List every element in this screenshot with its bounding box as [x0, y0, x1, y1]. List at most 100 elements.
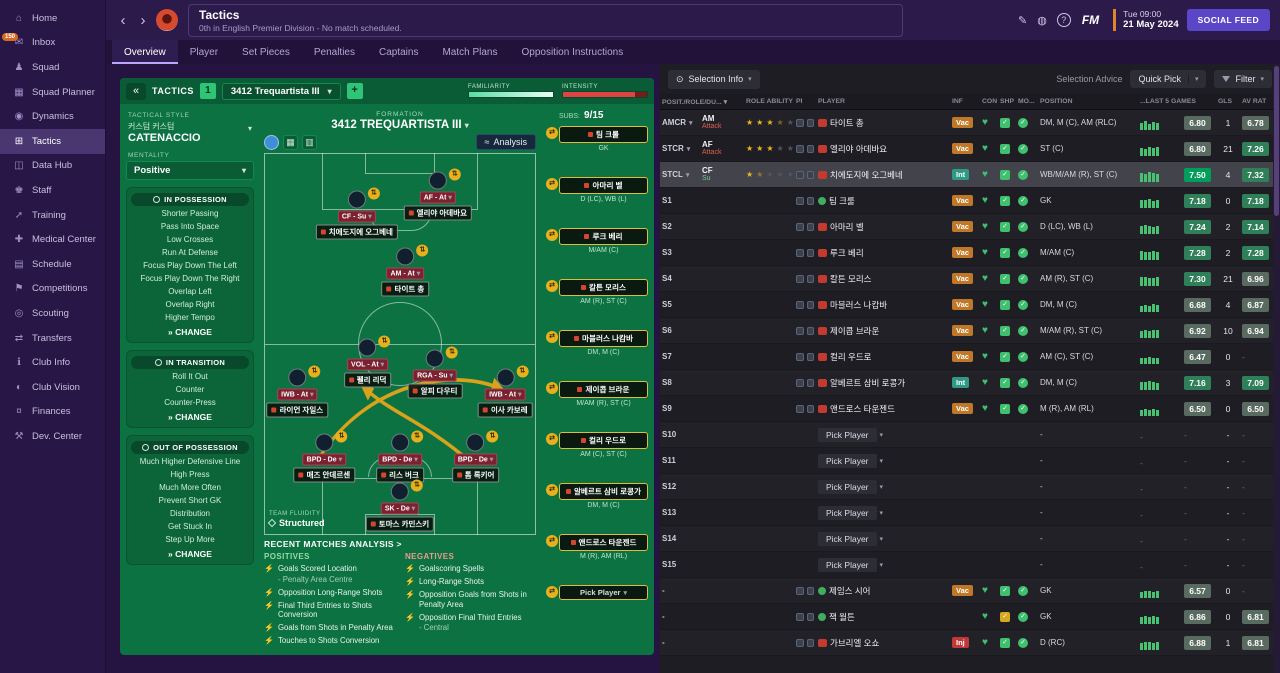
- player-name-chip[interactable]: 라이언 자일스: [266, 402, 329, 418]
- pick-player-dropdown[interactable]: Pick Player ▾: [816, 505, 950, 520]
- formation-name-dropdown[interactable]: 3412 TREQUARTISTA III ▾: [331, 119, 469, 131]
- role-chip[interactable]: BPD - De ▾: [378, 453, 422, 466]
- sub-name-chip[interactable]: 팀 크룰: [559, 126, 648, 143]
- column-header[interactable]: PI: [796, 98, 803, 105]
- tab-opposition-instructions[interactable]: Opposition Instructions: [521, 46, 624, 58]
- sidebar-item-transfers[interactable]: ⇄ Transfers: [0, 326, 105, 351]
- player-name-chip[interactable]: 엘리야 아데바요: [403, 205, 472, 221]
- column-header[interactable]: SHP: [1000, 98, 1014, 105]
- club-badge-icon[interactable]: [156, 9, 178, 31]
- sidebar-item-squad-planner[interactable]: ▦ Squad Planner: [0, 80, 105, 105]
- sidebar-item-club-vision[interactable]: ◐ Club Vision: [0, 375, 105, 400]
- player-kit-icon[interactable]: ⇅: [466, 430, 499, 452]
- sidebar-item-schedule[interactable]: ▤ Schedule: [0, 252, 105, 277]
- tactical-style-dropdown[interactable]: TACTICAL STYLE 커스텀 커스텀 CATENACCIO ▾: [126, 110, 254, 148]
- change-button[interactable]: » CHANGE: [168, 412, 212, 422]
- analysis-title[interactable]: RECENT MATCHES ANALYSIS >: [264, 539, 402, 549]
- role-chip[interactable]: VOL - At ▾: [347, 358, 389, 371]
- social-feed-button[interactable]: SOCIAL FEED: [1186, 9, 1270, 31]
- player-kit-icon[interactable]: ⇅: [358, 335, 391, 357]
- player-name[interactable]: 칼튼 모리스: [816, 273, 950, 285]
- swap-icon[interactable]: ⇅: [411, 430, 423, 443]
- tactic-preset-dropdown[interactable]: 3412 Trequartista III ▾: [221, 82, 341, 100]
- pick-player-dropdown[interactable]: Pick Player ▾: [816, 479, 950, 494]
- squad-row[interactable]: S9 앤드로스 타운젠드 Vac ♥ ✓ ✓ M (R), AM (RL) 6.50 0 6.50: [660, 396, 1273, 422]
- pick-player-dropdown[interactable]: Pick Player ▾: [559, 585, 648, 600]
- nav-forward-icon[interactable]: ›: [140, 11, 146, 29]
- chart-view-icon[interactable]: ▦: [283, 134, 298, 150]
- squad-row[interactable]: S4 칼튼 모리스 Vac ♥ ✓ ✓ AM (R), ST (C) 7.30 21 6.96: [660, 266, 1273, 292]
- player-kit-icon[interactable]: ⇅: [426, 346, 459, 368]
- swap-icon[interactable]: ⇅: [516, 365, 529, 378]
- kit-view-icon[interactable]: [264, 134, 279, 150]
- player-kit-icon[interactable]: ⇅: [496, 365, 529, 387]
- sub-name-chip[interactable]: 알베르트 삼비 로콩가: [559, 483, 648, 500]
- sidebar-item-medical-center[interactable]: ✚ Medical Center: [0, 227, 105, 252]
- sidebar-item-finances[interactable]: ¤ Finances: [0, 400, 105, 425]
- role-chip[interactable]: CF - Su ▾: [337, 210, 376, 223]
- sub-name-chip[interactable]: 제이콥 브라운: [559, 381, 648, 398]
- squad-row[interactable]: S12 Pick Player ▾ - - - - -: [660, 474, 1273, 500]
- column-header[interactable]: AV RAT: [1242, 98, 1267, 105]
- player-name[interactable]: 잭 월튼: [816, 611, 950, 623]
- swap-icon[interactable]: ⇄: [546, 586, 558, 598]
- squad-row[interactable]: S2 아마리 벨 Vac ♥ ✓ ✓ D (LC), WB (L) 7.24 2 7.14: [660, 214, 1273, 240]
- swap-icon[interactable]: ⇅: [367, 187, 380, 200]
- column-header[interactable]: ROLE ABILITY: [746, 98, 793, 105]
- player-name[interactable]: 컬리 우드로: [816, 351, 950, 363]
- squad-row[interactable]: - 가브리엘 오쇼 Inj ♥ ✓ ✓ D (RC) 6.88 1 6.81: [660, 630, 1273, 656]
- sub-name-chip[interactable]: 아마리 벨: [559, 177, 648, 194]
- squad-row[interactable]: S13 Pick Player ▾ - - - - -: [660, 500, 1273, 526]
- role-duty-cell[interactable]: AM Attack: [702, 114, 722, 130]
- add-tactic-button[interactable]: +: [346, 83, 363, 99]
- role-duty-cell[interactable]: AF Attack: [702, 140, 722, 156]
- player-name-chip[interactable]: 토마스 카민스키: [365, 516, 435, 532]
- player-kit-icon[interactable]: ⇅: [396, 244, 429, 266]
- squad-row[interactable]: S5 마블러스 나캄바 Vac ♥ ✓ ✓ DM, M (C) 6.68 4 6.87: [660, 292, 1273, 318]
- swap-icon[interactable]: ⇄: [546, 433, 558, 445]
- player-name[interactable]: 루크 베리: [816, 247, 950, 259]
- mentality-dropdown[interactable]: Positive ▾: [126, 161, 254, 180]
- position-code[interactable]: STCR ▾: [662, 144, 691, 153]
- pick-player-dropdown[interactable]: Pick Player ▾: [816, 531, 950, 546]
- swap-icon[interactable]: ⇄: [546, 484, 558, 496]
- column-header[interactable]: ...LAST 5 GAMES: [1140, 98, 1196, 105]
- sidebar-item-home[interactable]: ⌂ Home: [0, 6, 105, 31]
- sidebar-item-training[interactable]: ➚ Training: [0, 203, 105, 228]
- player-name-chip[interactable]: 톰 록키어: [451, 467, 500, 483]
- squad-row[interactable]: S15 Pick Player ▾ - - - - -: [660, 552, 1273, 578]
- quick-pick-button[interactable]: Quick Pick ▾: [1130, 70, 1207, 88]
- column-header[interactable]: PLAYER: [818, 98, 845, 105]
- squad-row[interactable]: S3 루크 베리 Vac ♥ ✓ ✓ M/AM (C) 7.28 2 7.28: [660, 240, 1273, 266]
- sidebar-item-scouting[interactable]: ◎ Scouting: [0, 301, 105, 326]
- tab-overview[interactable]: Overview: [112, 40, 178, 64]
- player-kit-icon[interactable]: ⇅: [390, 479, 423, 501]
- column-header[interactable]: POSIT./ROLE/DU... ▾: [662, 98, 728, 106]
- collapse-button[interactable]: «: [126, 82, 146, 100]
- player-kit-icon[interactable]: ⇅: [288, 365, 321, 387]
- sidebar-item-squad[interactable]: ♟ Squad: [0, 55, 105, 80]
- tab-penalties[interactable]: Penalties: [313, 46, 355, 58]
- sidebar-item-inbox[interactable]: ✉ Inbox 150: [0, 31, 105, 56]
- column-header[interactable]: MO...: [1018, 98, 1035, 105]
- selection-info-dropdown[interactable]: ⊙ Selection Info ▾: [668, 69, 760, 89]
- sub-name-chip[interactable]: 컬리 우드로: [559, 432, 648, 449]
- squad-row[interactable]: - 제임스 시어 Vac ♥ ✓ ✓ GK 6.57 0-: [660, 578, 1273, 604]
- squad-row[interactable]: S6 제이콥 브라운 Vac ♥ ✓ ✓ M/AM (R), ST (C) 6.92 10 6.9…: [660, 318, 1273, 344]
- edit-icon[interactable]: ✎: [1017, 14, 1028, 27]
- player-name[interactable]: 치에도지에 오그베네: [816, 169, 950, 181]
- role-chip[interactable]: AF - At ▾: [419, 191, 456, 204]
- role-chip[interactable]: SK - De ▾: [380, 502, 420, 515]
- swap-icon[interactable]: ⇄: [546, 229, 558, 241]
- role-chip[interactable]: AM - At ▾: [386, 267, 425, 280]
- sidebar-item-club-info[interactable]: ℹ Club Info: [0, 350, 105, 375]
- swap-icon[interactable]: ⇅: [308, 365, 321, 378]
- sub-name-chip[interactable]: 루크 베리: [559, 228, 648, 245]
- sidebar-item-dev-center[interactable]: ⚒ Dev. Center: [0, 424, 105, 449]
- swap-icon[interactable]: ⇅: [486, 430, 499, 443]
- swap-icon[interactable]: ⇅: [416, 244, 429, 257]
- player-kit-icon[interactable]: ⇅: [347, 187, 380, 209]
- player-name-chip[interactable]: 매즈 안데르센: [293, 467, 356, 483]
- player-kit-icon[interactable]: ⇅: [428, 168, 461, 190]
- change-button[interactable]: » CHANGE: [168, 549, 212, 559]
